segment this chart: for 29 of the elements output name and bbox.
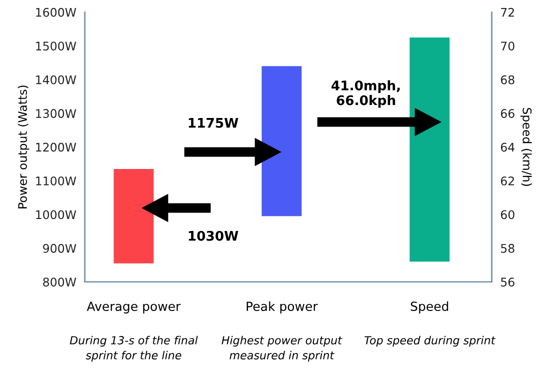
y2-axis-title: Speed (km/h) — [520, 108, 532, 186]
y-axis-title: Power output (Watts) — [18, 86, 30, 208]
annotation: 1175W — [188, 118, 238, 128]
x-tick-label: Average power — [86, 302, 181, 314]
y-tick-label: 1200W — [36, 142, 76, 152]
x-tick-label: Speed — [410, 301, 448, 314]
y-tick-label: 1000W — [36, 210, 76, 220]
y-tick-label: 900W — [43, 244, 76, 253]
y-tick-label: 1100W — [36, 176, 76, 186]
y2-tick-label: 64 — [500, 142, 514, 152]
y2-tick-label: 56 — [501, 278, 514, 287]
annotation: 1030W — [188, 230, 238, 241]
y-tick-label: 800W — [43, 278, 76, 287]
y2-tick-label: 60 — [500, 210, 514, 220]
y2-tick-label: 58 — [501, 244, 514, 253]
text: Top speed during sprint — [364, 336, 496, 347]
text: During 13-s of the final sprint for the line — [70, 336, 198, 362]
y2-tick-label: 62 — [500, 176, 514, 186]
y2-tick-label: 72 — [501, 8, 514, 17]
y-tick-label: 1300W — [36, 109, 76, 118]
y-tick-label: 1600W — [36, 8, 76, 17]
y-tick-label: 1400W — [36, 75, 76, 84]
x-tick-label: Peak power — [246, 301, 318, 314]
y2-tick-label: 68 — [500, 75, 514, 84]
y2-tick-label: 66 — [500, 109, 514, 118]
y2-tick-label: 70 — [501, 42, 514, 51]
text: Highest power output measured in sprint — [222, 336, 342, 362]
annotation: 41.0mph, 66.0kph — [332, 80, 400, 108]
y-tick-label: 1500W — [36, 42, 76, 51]
